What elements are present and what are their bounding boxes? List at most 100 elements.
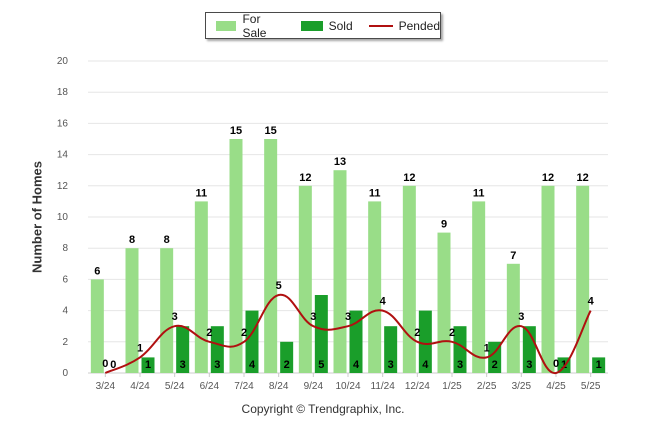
y-tick-label: 16 xyxy=(57,118,69,129)
data-label-for-sale: 11 xyxy=(369,187,381,199)
y-tick-label: 18 xyxy=(57,87,69,98)
bar-for-sale xyxy=(90,279,104,373)
data-label-sold: 1 xyxy=(561,359,567,371)
data-label-pended: 5 xyxy=(276,280,282,292)
data-label-pended: 1 xyxy=(484,342,490,354)
data-label-for-sale: 9 xyxy=(441,219,447,231)
bar-for-sale xyxy=(506,263,520,373)
data-label-sold: 1 xyxy=(145,359,151,371)
bar-for-sale xyxy=(194,201,208,373)
bar-for-sale xyxy=(541,185,555,373)
bar-sold xyxy=(592,357,606,373)
legend-swatch-sold xyxy=(300,20,323,31)
data-label-sold: 0 xyxy=(110,359,116,371)
line-pended xyxy=(104,293,592,374)
data-label-sold: 4 xyxy=(353,359,360,371)
data-label-sold: 5 xyxy=(318,359,324,371)
legend-label-pended: Pended xyxy=(398,18,440,33)
bar-for-sale xyxy=(125,248,139,373)
x-tick-label: 1/25 xyxy=(442,381,462,392)
bar-sold xyxy=(141,357,155,373)
data-label-pended: 3 xyxy=(172,311,178,323)
data-label-for-sale: 7 xyxy=(510,250,516,262)
y-tick-label: 10 xyxy=(57,212,69,223)
y-axis-label: Number of Homes xyxy=(29,161,45,273)
bar-for-sale xyxy=(298,185,312,373)
data-label-for-sale: 11 xyxy=(473,187,485,199)
bar-for-sale xyxy=(264,139,278,373)
data-label-pended: 0 xyxy=(553,358,559,370)
y-tick-label: 4 xyxy=(62,306,68,317)
data-label-pended: 0 xyxy=(102,358,108,370)
x-tick-label: 11/24 xyxy=(371,381,396,392)
bar-for-sale xyxy=(160,248,174,373)
data-label-for-sale: 11 xyxy=(196,187,208,199)
bar-sold xyxy=(453,326,467,373)
data-label-for-sale: 8 xyxy=(129,234,135,246)
data-label-for-sale: 15 xyxy=(230,125,242,137)
data-label-for-sale: 12 xyxy=(577,172,589,184)
data-label-sold: 1 xyxy=(596,359,602,371)
x-tick-label: 6/24 xyxy=(200,381,220,392)
legend-item-pended[interactable]: Pended xyxy=(368,18,440,33)
bar-sold xyxy=(314,295,328,373)
data-label-sold: 3 xyxy=(526,359,532,371)
y-tick-label: 12 xyxy=(57,181,69,192)
x-tick-label: 5/25 xyxy=(581,381,601,392)
data-label-sold: 3 xyxy=(388,359,394,371)
y-tick-label: 8 xyxy=(62,243,68,254)
data-label-for-sale: 12 xyxy=(403,172,415,184)
data-label-pended: 4 xyxy=(380,296,387,308)
data-label-pended: 3 xyxy=(310,311,316,323)
data-label-pended: 2 xyxy=(241,327,247,339)
y-tick-label: 2 xyxy=(62,337,68,348)
x-tick-label: 9/24 xyxy=(304,381,324,392)
x-tick-label: 7/24 xyxy=(234,381,254,392)
bar-for-sale xyxy=(402,185,416,373)
bar-for-sale xyxy=(576,185,590,373)
data-label-for-sale: 6 xyxy=(94,265,100,277)
y-tick-label: 20 xyxy=(57,56,69,67)
data-label-sold: 3 xyxy=(457,359,463,371)
x-tick-label: 4/24 xyxy=(130,381,150,392)
data-label-pended: 3 xyxy=(345,311,351,323)
y-tick-label: 6 xyxy=(62,274,68,285)
data-label-pended: 4 xyxy=(588,296,595,308)
data-label-for-sale: 8 xyxy=(164,234,170,246)
data-label-sold: 2 xyxy=(284,359,290,371)
data-label-for-sale: 12 xyxy=(542,172,554,184)
bar-sold xyxy=(384,326,398,373)
copyright-text: Copyright © Trendgraphix, Inc. xyxy=(241,402,405,416)
legend-label-sold: Sold xyxy=(328,18,353,33)
x-tick-label: 8/24 xyxy=(269,381,289,392)
data-label-sold: 3 xyxy=(180,359,186,371)
y-tick-label: 14 xyxy=(57,150,69,161)
x-tick-label: 4/25 xyxy=(546,381,566,392)
bar-sold xyxy=(176,326,190,373)
bar-for-sale xyxy=(472,201,486,373)
data-label-pended: 2 xyxy=(206,327,212,339)
x-tick-label: 2/25 xyxy=(477,381,497,392)
y-tick-label: 0 xyxy=(62,368,68,379)
data-label-for-sale: 13 xyxy=(334,156,346,168)
data-label-pended: 3 xyxy=(518,311,524,323)
data-label-pended: 1 xyxy=(137,342,143,354)
legend-item-for-sale[interactable]: For Sale xyxy=(216,12,285,40)
data-label-pended: 2 xyxy=(449,327,455,339)
legend-swatch-for-sale xyxy=(216,20,237,31)
bar-sold xyxy=(418,310,432,373)
x-tick-label: 3/25 xyxy=(512,381,532,392)
data-label-sold: 2 xyxy=(492,359,498,371)
bar-sold xyxy=(210,326,224,373)
data-label-for-sale: 12 xyxy=(299,172,311,184)
x-tick-label: 12/24 xyxy=(405,381,430,392)
data-label-for-sale: 15 xyxy=(265,125,277,137)
bar-for-sale xyxy=(333,170,347,373)
x-tick-label: 5/24 xyxy=(165,381,185,392)
legend-label-for-sale: For Sale xyxy=(242,11,267,40)
bar-for-sale xyxy=(437,232,451,373)
legend-swatch-pended xyxy=(368,24,393,27)
legend-item-sold[interactable]: Sold xyxy=(300,18,353,33)
